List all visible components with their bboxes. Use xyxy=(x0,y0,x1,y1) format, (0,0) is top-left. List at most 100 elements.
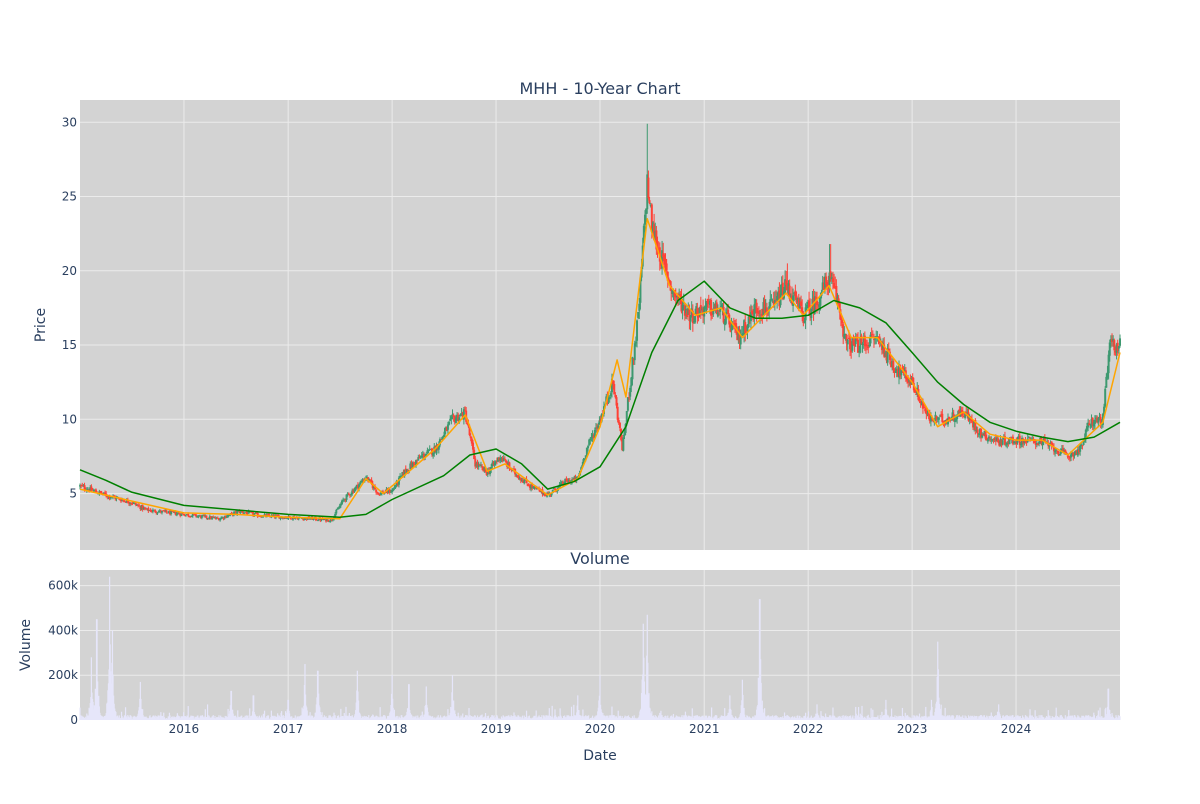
candle-body xyxy=(164,510,167,512)
candle-body xyxy=(745,331,748,333)
volume-bar xyxy=(705,715,708,720)
volume-bar xyxy=(304,664,306,720)
short-ma-line xyxy=(79,218,1121,520)
candle-body xyxy=(993,438,996,440)
volume-bar xyxy=(586,716,588,720)
volume-bar xyxy=(633,715,635,720)
candle-body xyxy=(196,516,199,517)
volume-bar xyxy=(901,707,904,720)
candle-body xyxy=(872,339,875,341)
volume-bar xyxy=(249,708,251,720)
candle-body xyxy=(371,483,374,489)
candle-body xyxy=(464,410,467,412)
volume-bar xyxy=(1022,715,1024,720)
volume-bar xyxy=(487,715,489,720)
volume-bar xyxy=(847,715,849,720)
candle-body xyxy=(276,515,279,517)
candle-body xyxy=(733,323,736,325)
candle-body xyxy=(1062,448,1065,451)
candle-body xyxy=(233,511,236,513)
candle-body xyxy=(505,460,508,463)
candle-body xyxy=(222,517,225,519)
candle-body xyxy=(338,505,341,509)
volume-bar xyxy=(281,715,283,720)
candle-body xyxy=(849,338,852,350)
candle-body xyxy=(138,505,141,507)
candle-body xyxy=(320,518,323,521)
candle-body xyxy=(721,304,724,309)
candle-body xyxy=(1099,417,1102,425)
volume-bar xyxy=(408,684,410,720)
volume-bar xyxy=(523,715,525,720)
volume-bar xyxy=(947,715,949,720)
candle-body xyxy=(844,333,847,335)
candle-body xyxy=(687,307,690,315)
candle-body xyxy=(612,380,615,384)
candle-body xyxy=(531,484,534,488)
candle-body xyxy=(176,513,179,514)
candle-body xyxy=(625,411,628,423)
candle-body xyxy=(589,438,592,441)
candle-body xyxy=(634,341,637,344)
volume-bar xyxy=(783,712,786,720)
candle-body xyxy=(888,351,891,360)
candle-body xyxy=(149,509,152,512)
candle-body xyxy=(326,519,329,521)
candle-body xyxy=(773,300,776,303)
candle-body xyxy=(253,513,256,516)
volume-bar xyxy=(716,715,718,720)
volume-bar xyxy=(951,715,953,720)
candle-body xyxy=(520,480,523,482)
volume-bar xyxy=(797,715,799,720)
candle-body xyxy=(974,419,977,430)
candle-body xyxy=(442,435,445,438)
candle-body xyxy=(195,514,198,517)
volume-bar xyxy=(672,713,675,720)
volume-bar xyxy=(662,716,664,720)
volume-bar xyxy=(816,704,818,720)
candle-body xyxy=(1087,422,1090,428)
candle-body xyxy=(475,463,478,467)
candle-body xyxy=(1071,453,1074,456)
candle-body xyxy=(395,481,398,486)
candle-body xyxy=(123,500,126,502)
candle-body xyxy=(1005,444,1008,446)
candle-body xyxy=(378,493,381,496)
candle-body xyxy=(240,510,243,512)
volume-bar xyxy=(944,707,946,720)
candle-body xyxy=(217,518,220,521)
candle-body xyxy=(294,517,297,519)
candle-body xyxy=(361,481,364,482)
candle-body xyxy=(833,282,836,288)
candle-body xyxy=(729,322,732,332)
volume-bar xyxy=(122,717,124,720)
candle-body xyxy=(396,481,399,484)
candle-body xyxy=(814,297,817,302)
candle-body xyxy=(379,492,382,495)
volume-bar xyxy=(789,716,791,720)
candle-body xyxy=(1056,450,1059,452)
candle-body xyxy=(755,302,758,314)
candle-body xyxy=(973,421,976,428)
candle-body xyxy=(543,492,546,496)
candle-body xyxy=(1088,423,1091,426)
volume-bar xyxy=(437,715,439,720)
candle-body xyxy=(552,488,555,490)
volume-bar xyxy=(611,706,613,720)
candle-body xyxy=(806,302,809,305)
candle-body xyxy=(451,414,454,416)
candle-body xyxy=(919,400,922,404)
candle-body xyxy=(1095,417,1098,420)
candle-body xyxy=(1119,338,1121,346)
candle-body xyxy=(134,503,137,505)
candle-body xyxy=(509,468,512,470)
candle-body xyxy=(440,438,443,440)
volume-bar xyxy=(647,662,649,720)
candle-body xyxy=(942,421,945,422)
candle-body xyxy=(960,409,963,413)
candle-body xyxy=(937,417,940,420)
candle-body xyxy=(642,225,645,243)
candle-body xyxy=(926,413,929,415)
candle-body xyxy=(683,305,686,316)
volume-bar xyxy=(192,716,194,720)
